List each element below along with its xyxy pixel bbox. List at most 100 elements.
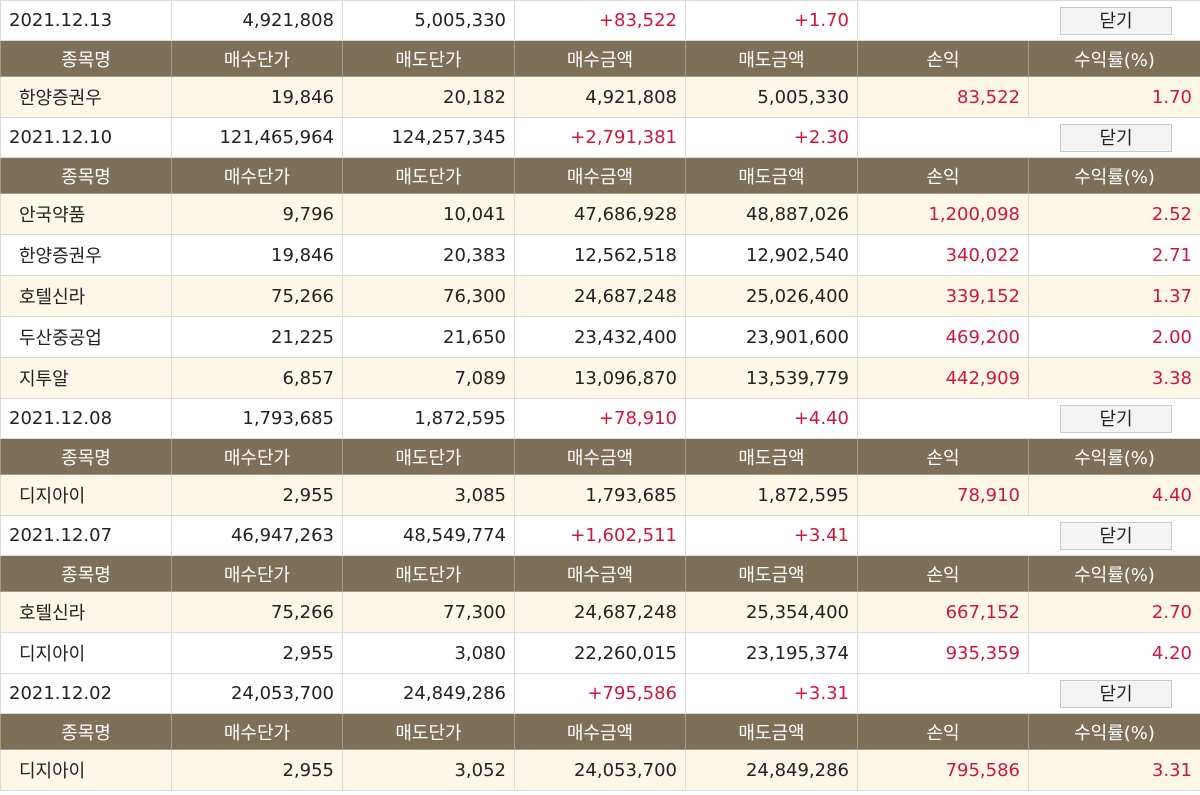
summary-date: 2021.12.02 — [0, 673, 172, 714]
sell-price: 3,085 — [342, 474, 515, 516]
summary-rate: +3.31 — [685, 673, 858, 714]
close-button[interactable]: 닫기 — [1060, 404, 1172, 433]
column-header: 매도금액 — [685, 438, 858, 475]
summary-profit: +2,791,381 — [514, 117, 686, 158]
column-header: 수익률(%) — [1028, 157, 1200, 194]
buy-price: 6,857 — [171, 357, 343, 399]
column-header: 매도단가 — [342, 438, 515, 475]
summary-buy-total: 4,921,808 — [171, 0, 343, 41]
column-header: 종목명 — [0, 438, 172, 475]
column-header: 손익 — [857, 438, 1029, 475]
column-header: 매도단가 — [342, 40, 515, 77]
summary-profit: +1,602,511 — [514, 515, 686, 556]
sell-price: 77,300 — [342, 591, 515, 633]
column-header: 손익 — [857, 157, 1029, 194]
close-cell: 닫기 — [857, 673, 1200, 714]
column-header: 손익 — [857, 555, 1029, 592]
column-header: 손익 — [857, 713, 1029, 750]
summary-profit: +78,910 — [514, 398, 686, 439]
day-summary-row: 2021.12.02 24,053,700 24,849,286 +795,586 +3… — [0, 673, 1200, 714]
sell-amount: 1,872,595 — [685, 474, 858, 516]
profit-rate: 1.37 — [1028, 275, 1200, 317]
summary-sell-total: 24,849,286 — [342, 673, 515, 714]
summary-sell-total: 5,005,330 — [342, 0, 515, 41]
sell-amount: 24,849,286 — [685, 749, 858, 791]
column-header: 수익률(%) — [1028, 713, 1200, 750]
summary-buy-total: 121,465,964 — [171, 117, 343, 158]
buy-price: 2,955 — [171, 632, 343, 674]
trade-row[interactable]: 한양증권우 19,846 20,383 12,562,518 12,902,540 340… — [0, 234, 1200, 276]
buy-price: 19,846 — [171, 76, 343, 118]
column-header: 매수단가 — [171, 713, 343, 750]
profit: 83,522 — [857, 76, 1029, 118]
column-header-row: 종목명 매수단가 매도단가 매수금액 매도금액 손익 수익률(%) — [0, 555, 1200, 592]
buy-amount: 4,921,808 — [514, 76, 686, 118]
trade-row[interactable]: 디지아이 2,955 3,052 24,053,700 24,849,286 795,58… — [0, 749, 1200, 791]
column-header: 매도단가 — [342, 713, 515, 750]
summary-sell-total: 48,549,774 — [342, 515, 515, 556]
stock-name: 안국약품 — [0, 193, 172, 235]
column-header: 손익 — [857, 40, 1029, 77]
column-header-row: 종목명 매수단가 매도단가 매수금액 매도금액 손익 수익률(%) — [0, 713, 1200, 750]
buy-amount: 47,686,928 — [514, 193, 686, 235]
sell-price: 76,300 — [342, 275, 515, 317]
column-header: 수익률(%) — [1028, 555, 1200, 592]
buy-amount: 24,053,700 — [514, 749, 686, 791]
profit: 935,359 — [857, 632, 1029, 674]
sell-amount: 48,887,026 — [685, 193, 858, 235]
sell-amount: 5,005,330 — [685, 76, 858, 118]
stock-name: 지투알 — [0, 357, 172, 399]
close-button[interactable]: 닫기 — [1060, 123, 1172, 152]
column-header: 수익률(%) — [1028, 438, 1200, 475]
column-header: 매수단가 — [171, 555, 343, 592]
profit: 442,909 — [857, 357, 1029, 399]
trade-row[interactable]: 디지아이 2,955 3,080 22,260,015 23,195,374 935,35… — [0, 632, 1200, 674]
profit-rate: 3.31 — [1028, 749, 1200, 791]
column-header: 매수금액 — [514, 438, 686, 475]
day-summary-row: 2021.12.08 1,793,685 1,872,595 +78,910 +4.40… — [0, 398, 1200, 439]
close-button[interactable]: 닫기 — [1060, 521, 1172, 550]
column-header: 매도금액 — [685, 40, 858, 77]
buy-price: 21,225 — [171, 316, 343, 358]
column-header: 매수단가 — [171, 40, 343, 77]
trade-row[interactable]: 두산중공업 21,225 21,650 23,432,400 23,901,600 469… — [0, 316, 1200, 358]
sell-price: 7,089 — [342, 357, 515, 399]
close-button[interactable]: 닫기 — [1060, 679, 1172, 708]
trade-row[interactable]: 호텔신라 75,266 76,300 24,687,248 25,026,400 339,… — [0, 275, 1200, 317]
buy-price: 2,955 — [171, 474, 343, 516]
profit: 795,586 — [857, 749, 1029, 791]
buy-price: 19,846 — [171, 234, 343, 276]
buy-price: 75,266 — [171, 591, 343, 633]
column-header: 매수금액 — [514, 157, 686, 194]
column-header-row: 종목명 매수단가 매도단가 매수금액 매도금액 손익 수익률(%) — [0, 438, 1200, 475]
summary-buy-total: 1,793,685 — [171, 398, 343, 439]
summary-sell-total: 1,872,595 — [342, 398, 515, 439]
sell-price: 20,182 — [342, 76, 515, 118]
sell-amount: 25,354,400 — [685, 591, 858, 633]
stock-name: 두산중공업 — [0, 316, 172, 358]
summary-date: 2021.12.10 — [0, 117, 172, 158]
buy-amount: 12,562,518 — [514, 234, 686, 276]
sell-price: 3,052 — [342, 749, 515, 791]
trade-row[interactable]: 지투알 6,857 7,089 13,096,870 13,539,779 442,909… — [0, 357, 1200, 399]
column-header: 매수단가 — [171, 438, 343, 475]
profit: 469,200 — [857, 316, 1029, 358]
buy-price: 2,955 — [171, 749, 343, 791]
profit: 78,910 — [857, 474, 1029, 516]
buy-amount: 22,260,015 — [514, 632, 686, 674]
column-header: 종목명 — [0, 713, 172, 750]
trade-row[interactable]: 호텔신라 75,266 77,300 24,687,248 25,354,400 667,… — [0, 591, 1200, 633]
summary-buy-total: 46,947,263 — [171, 515, 343, 556]
trade-row[interactable]: 안국약품 9,796 10,041 47,686,928 48,887,026 1,200… — [0, 193, 1200, 235]
summary-profit: +795,586 — [514, 673, 686, 714]
trade-row[interactable]: 디지아이 2,955 3,085 1,793,685 1,872,595 78,910 4.… — [0, 474, 1200, 516]
close-button[interactable]: 닫기 — [1060, 6, 1172, 35]
profit: 339,152 — [857, 275, 1029, 317]
sell-amount: 23,901,600 — [685, 316, 858, 358]
profit: 667,152 — [857, 591, 1029, 633]
column-header: 매수금액 — [514, 555, 686, 592]
trade-row[interactable]: 한양증권우 19,846 20,182 4,921,808 5,005,330 83,52… — [0, 76, 1200, 118]
buy-amount: 23,432,400 — [514, 316, 686, 358]
profit-rate: 4.40 — [1028, 474, 1200, 516]
